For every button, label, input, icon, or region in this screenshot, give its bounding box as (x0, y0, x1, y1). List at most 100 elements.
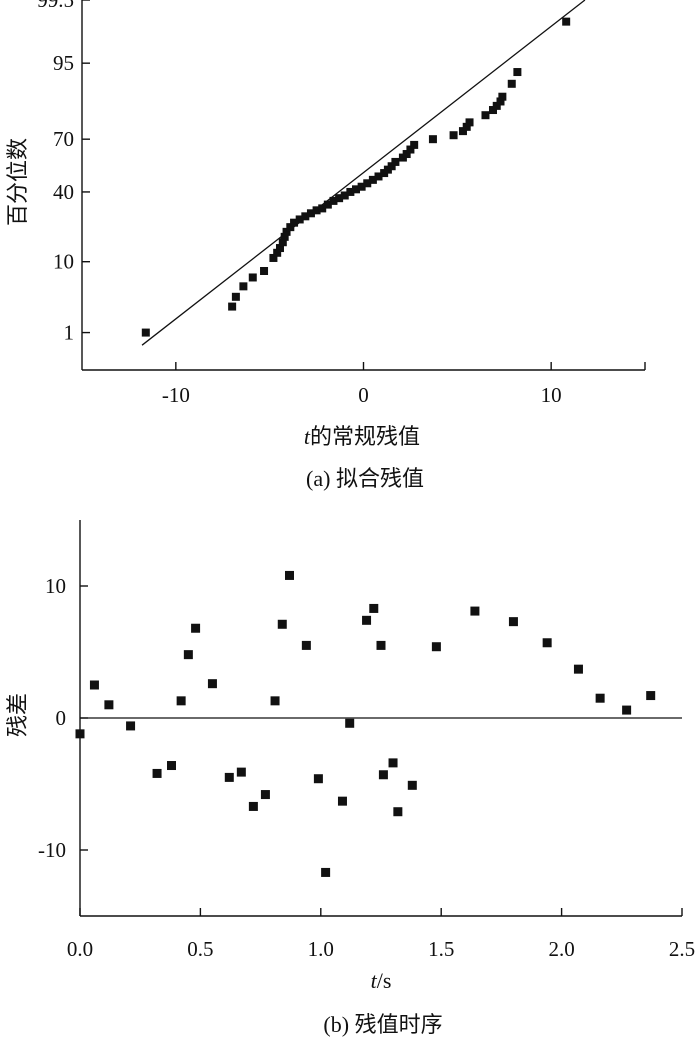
panel-a-point (312, 206, 321, 215)
panel-b-point (301, 640, 311, 650)
panel-a-point (248, 273, 257, 282)
panel-a-xlabel-var: t (304, 424, 311, 449)
panel-b-point (248, 801, 258, 811)
panel-a-point (462, 122, 471, 131)
panel-a-y-tick-label: 99.5 (37, 0, 74, 12)
panel-a-reference-line (141, 0, 586, 346)
panel-b-point (104, 700, 114, 710)
panel-b-point (337, 796, 347, 806)
panel-b-point (260, 790, 270, 800)
panel-b-x-tick-label: 0.5 (187, 937, 213, 961)
panel-b-point (321, 867, 331, 877)
panel-a-point (323, 200, 332, 209)
panel-b-point (183, 650, 193, 660)
panel-b-point (646, 691, 656, 701)
panel-a-y-tick-label: 95 (53, 51, 74, 75)
panel-a-point (406, 145, 415, 154)
panel-a-point (141, 328, 150, 337)
panel-a-point (465, 118, 474, 127)
panel-a-point (351, 185, 360, 194)
panel-b-x-tick-label: 0.0 (67, 937, 93, 961)
panel-b-xlabel-var: t (371, 968, 378, 993)
panel-b-point (345, 718, 355, 728)
panel-b-ticks: 0.0 0.5 1.0 1.5 2.0 2.5 -10 0 10 (38, 574, 695, 961)
panel-b-point (207, 679, 217, 689)
panel-a-point (282, 227, 291, 236)
panel-a-point (488, 106, 497, 115)
panel-b-xlabel-text: /s (377, 968, 392, 993)
panel-b-point (277, 619, 287, 629)
panel-b-point (89, 680, 99, 690)
panel-b-point (595, 693, 605, 703)
panel-a-x-tick-label: 0 (358, 383, 369, 407)
panel-a-point (231, 292, 240, 301)
panel-a-point (507, 79, 516, 88)
panel-a-point (481, 111, 490, 120)
panel-a-point (228, 302, 237, 311)
panel-a-point (290, 218, 299, 227)
panel-b-point (284, 570, 294, 580)
panel-b-xlabel: t/s (371, 968, 392, 993)
panel-a-ylabel: 百分位数 (5, 138, 30, 226)
panel-a-point (428, 135, 437, 144)
panel-b-residual-plot: 0.0 0.5 1.0 1.5 2.0 2.5 -10 0 10 残差 t/s (b) 残值时序 (5, 520, 695, 1037)
panel-b-point (393, 807, 403, 817)
panel-b-caption: (b) 残值时序 (323, 1012, 442, 1037)
panel-a-point (391, 157, 400, 166)
panel-a-point (273, 248, 282, 257)
panel-a-point (275, 244, 284, 253)
panel-a-point (280, 232, 289, 241)
panel-b-x-tick-label: 1.5 (428, 937, 454, 961)
panel-b-points (75, 570, 656, 877)
panel-a-y-tick-label: 10 (53, 250, 74, 274)
panel-b-point (176, 696, 186, 706)
panel-a-point (301, 212, 310, 221)
panel-a-fit-line (141, 0, 586, 346)
panel-b-point (431, 642, 441, 652)
panel-b-point (376, 640, 386, 650)
panel-a-y-tick-label: 1 (64, 321, 75, 345)
panel-a-point (458, 127, 467, 136)
panel-b-ylabel: 残差 (5, 693, 30, 737)
panel-a-point (368, 175, 377, 184)
panel-a-point (496, 97, 505, 106)
panel-b-y-tick-label: 0 (56, 706, 67, 730)
panel-b-point (224, 772, 234, 782)
panel-b-point (152, 768, 162, 778)
panel-a-xlabel: t的常规残值 (304, 424, 420, 449)
panel-b-point (369, 603, 379, 613)
panel-a-point (340, 191, 349, 200)
panel-b-point (126, 721, 136, 731)
panel-a-point (346, 187, 355, 196)
panel-a-point (363, 179, 372, 188)
panel-a-y-tick-label: 70 (53, 127, 74, 151)
panel-a-point (402, 150, 411, 159)
panel-b-point (362, 615, 372, 625)
panel-b-point (470, 606, 480, 616)
panel-a-point (269, 253, 278, 262)
panel-a-point (492, 101, 501, 110)
panel-b-y-tick-label: 10 (45, 574, 66, 598)
panel-b-y-tick-label: -10 (38, 838, 66, 862)
panel-a-point (260, 266, 269, 275)
panel-a-point (498, 92, 507, 101)
panel-b-point (167, 761, 177, 771)
panel-b-point (378, 770, 388, 780)
panel-b-point (407, 780, 417, 790)
panel-a-point (410, 140, 419, 149)
panel-a-point (387, 162, 396, 171)
panel-a-point (335, 194, 344, 203)
panel-a-point (286, 223, 295, 232)
panel-a-point (374, 172, 383, 181)
panel-a-probability-plot: -10 0 10 1 10 40 70 95 99.5 百分位数 t的常规残值 (a) 拟合残值 (5, 0, 646, 491)
panel-a-point (306, 209, 315, 218)
panel-a-x-tick-label: 10 (541, 383, 562, 407)
panel-a-point (295, 215, 304, 224)
panel-b-point (236, 767, 246, 777)
panel-b-x-tick-label: 2.0 (548, 937, 574, 961)
panel-a-y-tick-label: 40 (53, 180, 74, 204)
panel-b-point (270, 696, 280, 706)
panel-b-x-tick-label: 1.0 (308, 937, 334, 961)
panel-b-point (622, 705, 632, 715)
